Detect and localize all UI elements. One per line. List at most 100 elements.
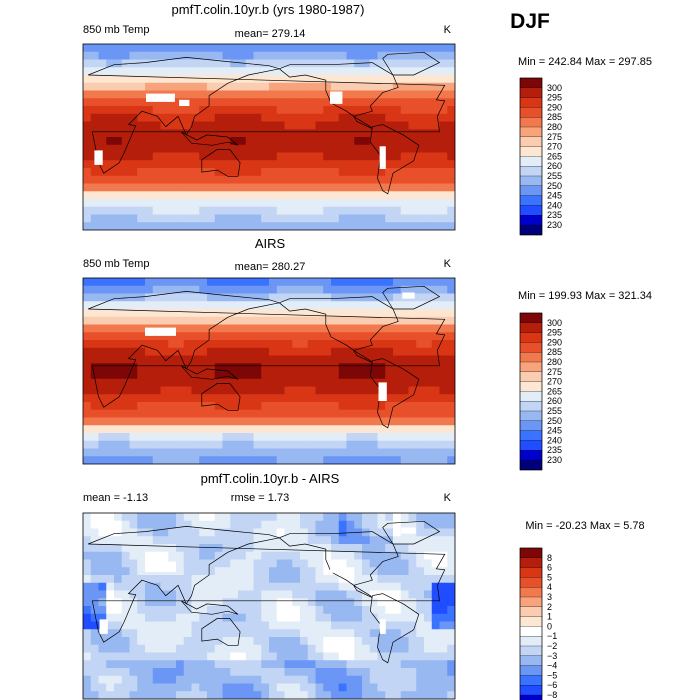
map-cell [137,59,146,68]
map-cell [424,137,433,146]
map-cell [300,67,309,76]
map-cell [315,544,324,553]
map-cell [98,440,107,449]
map-cell [137,652,146,661]
map-cell [377,551,386,560]
map-cell [292,340,301,349]
map-cell [230,386,239,395]
map-cell [106,191,115,200]
map-cell [222,567,231,576]
map-cell [377,199,386,208]
map-cell [145,152,154,161]
map-cell [145,51,154,60]
map-cell [245,152,254,161]
map-cell [145,160,154,169]
map-cell [307,106,316,115]
colorbar-label: 290 [547,337,562,347]
map-cell [83,513,92,522]
map-cell [269,152,278,161]
map-cell [424,683,433,692]
map-cell [261,433,270,442]
map-cell [269,637,278,646]
map-cell [121,582,130,591]
map-cell [284,513,293,522]
map-cell [346,683,355,692]
map-cell [408,363,417,372]
map-cell [222,347,231,356]
map-cell [377,324,386,333]
map-cell [98,332,107,341]
map-cell [416,324,425,333]
map-cell [230,513,239,522]
map-cell [207,191,216,200]
map-cell [238,137,247,146]
map-cell [408,409,417,418]
map-cell [292,363,301,372]
map-cell [269,363,278,372]
map-cell [354,644,363,653]
map-cell [145,285,154,294]
map-cell [207,355,216,364]
map-cell [176,417,185,426]
map-cell [152,675,161,684]
map-cell [300,402,309,411]
map-cell [183,183,192,192]
map-cell [307,206,316,215]
map-cell [121,129,130,138]
map-cell [369,513,378,522]
map-cell [400,417,409,426]
map-cell [121,191,130,200]
map-cell [346,199,355,208]
map-cell [447,106,455,115]
map-cell [362,152,371,161]
map-cell [424,106,433,115]
map-cell [230,520,239,529]
map-cell [214,394,223,403]
map-cell [269,613,278,622]
map-cell [168,152,177,161]
map-cell [300,44,309,53]
map-cell [106,340,115,349]
map-cell [300,160,309,169]
map-cell [408,644,417,653]
map-cell [276,332,285,341]
map-cell [315,513,324,522]
map-cell [284,551,293,560]
map-cell [447,402,455,411]
map-cell [137,440,146,449]
map-cell [400,575,409,584]
map-cell [292,285,301,294]
map-cell [191,417,200,426]
map-cell [214,425,223,434]
map-cell [307,293,316,302]
map-cell [199,629,208,638]
map-cell [362,347,371,356]
map-cell [400,106,409,115]
map-cell [377,691,386,699]
map-cell [416,347,425,356]
map-cell [214,456,223,464]
map-cell [338,59,347,68]
map-cell [191,309,200,318]
map-cell [447,51,455,60]
map-cell [362,582,371,591]
colorbar-swatch [519,205,543,216]
map-cell [416,425,425,434]
map-cell [160,394,169,403]
map-cell [400,456,409,464]
map-cell [276,355,285,364]
map-cell [214,536,223,545]
map-cell [214,90,223,99]
map-cell [269,691,278,699]
map-cell [129,683,138,692]
map-cell [346,660,355,669]
map-cell [238,175,247,184]
map-cell [160,183,169,192]
map-cell [245,621,254,630]
map-cell [191,637,200,646]
map-cell [176,425,185,434]
map-cell [354,332,363,341]
map-cell [439,51,448,60]
map-cell [199,214,208,223]
map-cell [137,417,146,426]
